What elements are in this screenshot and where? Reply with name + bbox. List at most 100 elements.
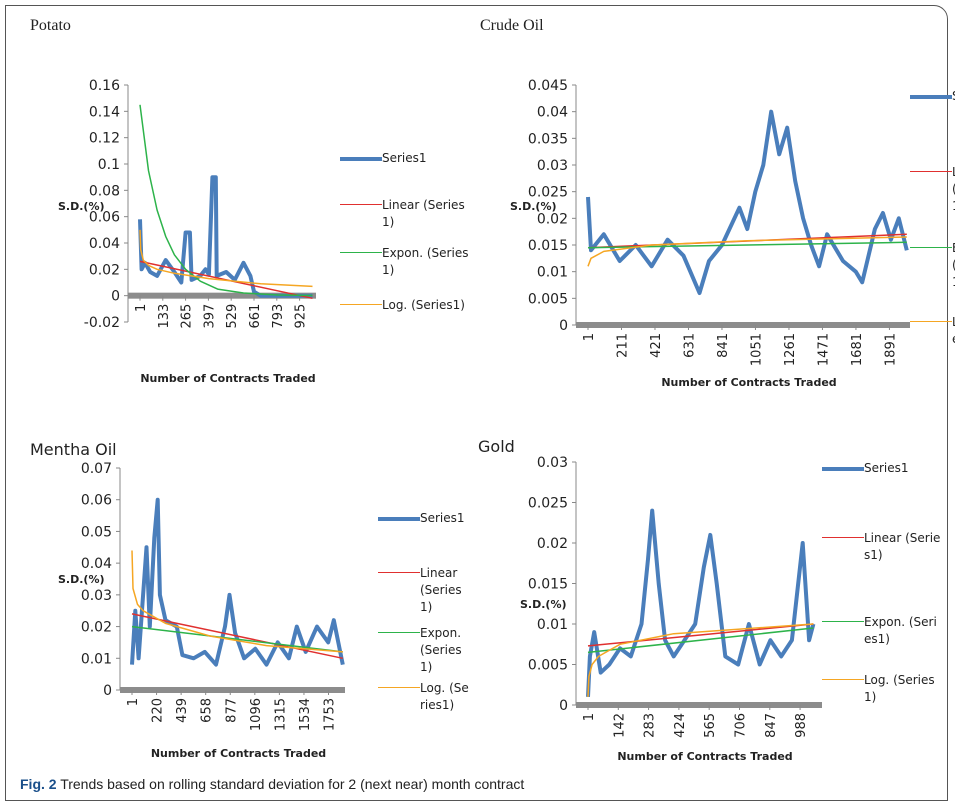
x-axis-title: Number of Contracts Traded xyxy=(617,750,792,763)
x-tick-label: 1 xyxy=(582,713,597,721)
x-tick-label: 424 xyxy=(673,713,688,738)
legend-label: Expon. (Series1) xyxy=(864,615,937,646)
x-tick-label: 529 xyxy=(225,304,240,329)
x-tick-label: 142 xyxy=(612,713,627,738)
data-line xyxy=(586,109,909,295)
legend-entry: Linear (Series1) xyxy=(910,164,955,215)
caption-text: Trends based on rolling standard deviati… xyxy=(60,776,525,792)
caption-label: Fig. 2 xyxy=(20,776,57,792)
x-axis xyxy=(120,687,345,693)
y-tick-label: 0.005 xyxy=(528,658,568,674)
legend-label: Linear (Series1) xyxy=(420,566,462,614)
x-tick-label: 265 xyxy=(180,304,195,329)
x-tick-label: 1315 xyxy=(273,698,288,731)
legend-entry: Linear (Series1) xyxy=(822,530,944,564)
y-tick-label: 0.015 xyxy=(528,577,568,593)
x-tick-label: 925 xyxy=(294,304,309,329)
x-axis-title: Number of Contracts Traded xyxy=(661,376,836,389)
trend-line xyxy=(139,104,313,297)
trend-line xyxy=(587,623,814,647)
chart-title: Mentha Oil xyxy=(30,440,117,459)
trend-line xyxy=(139,229,313,288)
y-axis-title: S.D.(%) xyxy=(58,573,105,586)
y-tick-label: 0.025 xyxy=(528,185,568,201)
legend-entry: Expon. (Series1) xyxy=(822,614,944,648)
x-tick-label: 565 xyxy=(703,713,718,738)
legend-label: Expon. (Series1) xyxy=(382,246,469,277)
y-tick-label: 0.01 xyxy=(537,265,568,281)
x-tick-label: 1261 xyxy=(783,333,798,366)
trend-line xyxy=(131,550,343,653)
y-tick-label: 0.05 xyxy=(81,524,112,540)
legend-entry: Series1 xyxy=(378,510,470,527)
x-tick-label: 1 xyxy=(582,333,597,341)
y-tick-label: 0.035 xyxy=(528,131,568,147)
legend-entry: Log. (Series1) xyxy=(340,297,472,314)
legend-entry: Series1 xyxy=(822,460,944,477)
legend-label: Expon. (Series1) xyxy=(420,626,462,674)
y-tick-label: 0.06 xyxy=(89,210,120,226)
legend-entry: Log. (Series1) xyxy=(378,680,470,714)
x-tick-label: 421 xyxy=(649,333,664,358)
y-tick-label: 0.025 xyxy=(528,496,568,512)
y-tick-label: 0.04 xyxy=(537,105,568,121)
x-tick-label: 988 xyxy=(794,713,809,738)
frame xyxy=(5,5,948,801)
x-axis-title: Number of Contracts Traded xyxy=(151,747,326,760)
x-tick-label: 1534 xyxy=(298,698,313,731)
x-tick-label: 439 xyxy=(175,698,190,723)
legend-entry: Expon. (Series1) xyxy=(340,245,472,279)
x-tick-label: 211 xyxy=(615,333,630,358)
legend-swatch xyxy=(910,247,952,248)
legend-swatch xyxy=(822,537,864,538)
legend-swatch xyxy=(340,157,382,161)
y-tick-label: -0.02 xyxy=(84,315,120,331)
y-axis-title: S.D.(%) xyxy=(58,200,105,213)
trend-line xyxy=(587,627,814,654)
legend-swatch xyxy=(910,95,952,99)
y-tick-label: 0.045 xyxy=(528,78,568,94)
y-tick-label: 0.01 xyxy=(537,617,568,633)
legend-swatch xyxy=(378,687,420,688)
trend-line xyxy=(131,613,343,660)
trend-line xyxy=(131,625,343,653)
data-line xyxy=(138,175,313,298)
legend-label: Linear (Series1) xyxy=(382,198,465,229)
legend-entry: Log. (Series1) xyxy=(910,314,955,348)
legend-swatch xyxy=(340,252,382,253)
x-tick-label: 1753 xyxy=(323,698,338,731)
x-tick-label: 877 xyxy=(224,698,239,723)
legend-entry: Log. (Series1) xyxy=(822,672,944,706)
y-tick-label: 0.08 xyxy=(89,183,120,199)
legend-label: Series1 xyxy=(420,511,465,525)
legend-entry: Linear (Series1) xyxy=(378,565,470,616)
legend-swatch xyxy=(378,572,420,573)
y-tick-label: 0.14 xyxy=(89,104,120,120)
y-tick-label: 0.03 xyxy=(537,455,568,471)
trend-line xyxy=(587,623,814,697)
legend-label: Log. (Series1) xyxy=(952,314,955,348)
trend-line xyxy=(587,236,907,267)
chart-title: Crude Oil xyxy=(480,17,544,34)
legend-label: Linear (Series1) xyxy=(952,164,955,215)
legend-entry: Series1 xyxy=(340,150,472,167)
legend-label: Log. (Series1) xyxy=(382,298,465,312)
y-tick-label: 0.02 xyxy=(537,211,568,227)
y-tick-label: 0.06 xyxy=(81,493,112,509)
x-tick-label: 1681 xyxy=(850,333,865,366)
x-tick-label: 793 xyxy=(271,304,286,329)
y-tick-label: 0.02 xyxy=(81,620,112,636)
y-tick-label: 0.1 xyxy=(98,157,120,173)
legend-label: Log. (Series1) xyxy=(420,681,469,712)
y-tick-label: 0.02 xyxy=(537,536,568,552)
x-tick-label: 283 xyxy=(643,713,658,738)
legend-swatch xyxy=(340,204,382,205)
legend-swatch xyxy=(822,621,864,622)
y-tick-label: 0.01 xyxy=(81,651,112,667)
y-tick-label: 0.12 xyxy=(89,131,120,147)
x-tick-label: 133 xyxy=(157,304,172,329)
y-tick-label: 0.03 xyxy=(537,158,568,174)
x-axis xyxy=(128,292,316,299)
legend-swatch xyxy=(910,321,952,322)
